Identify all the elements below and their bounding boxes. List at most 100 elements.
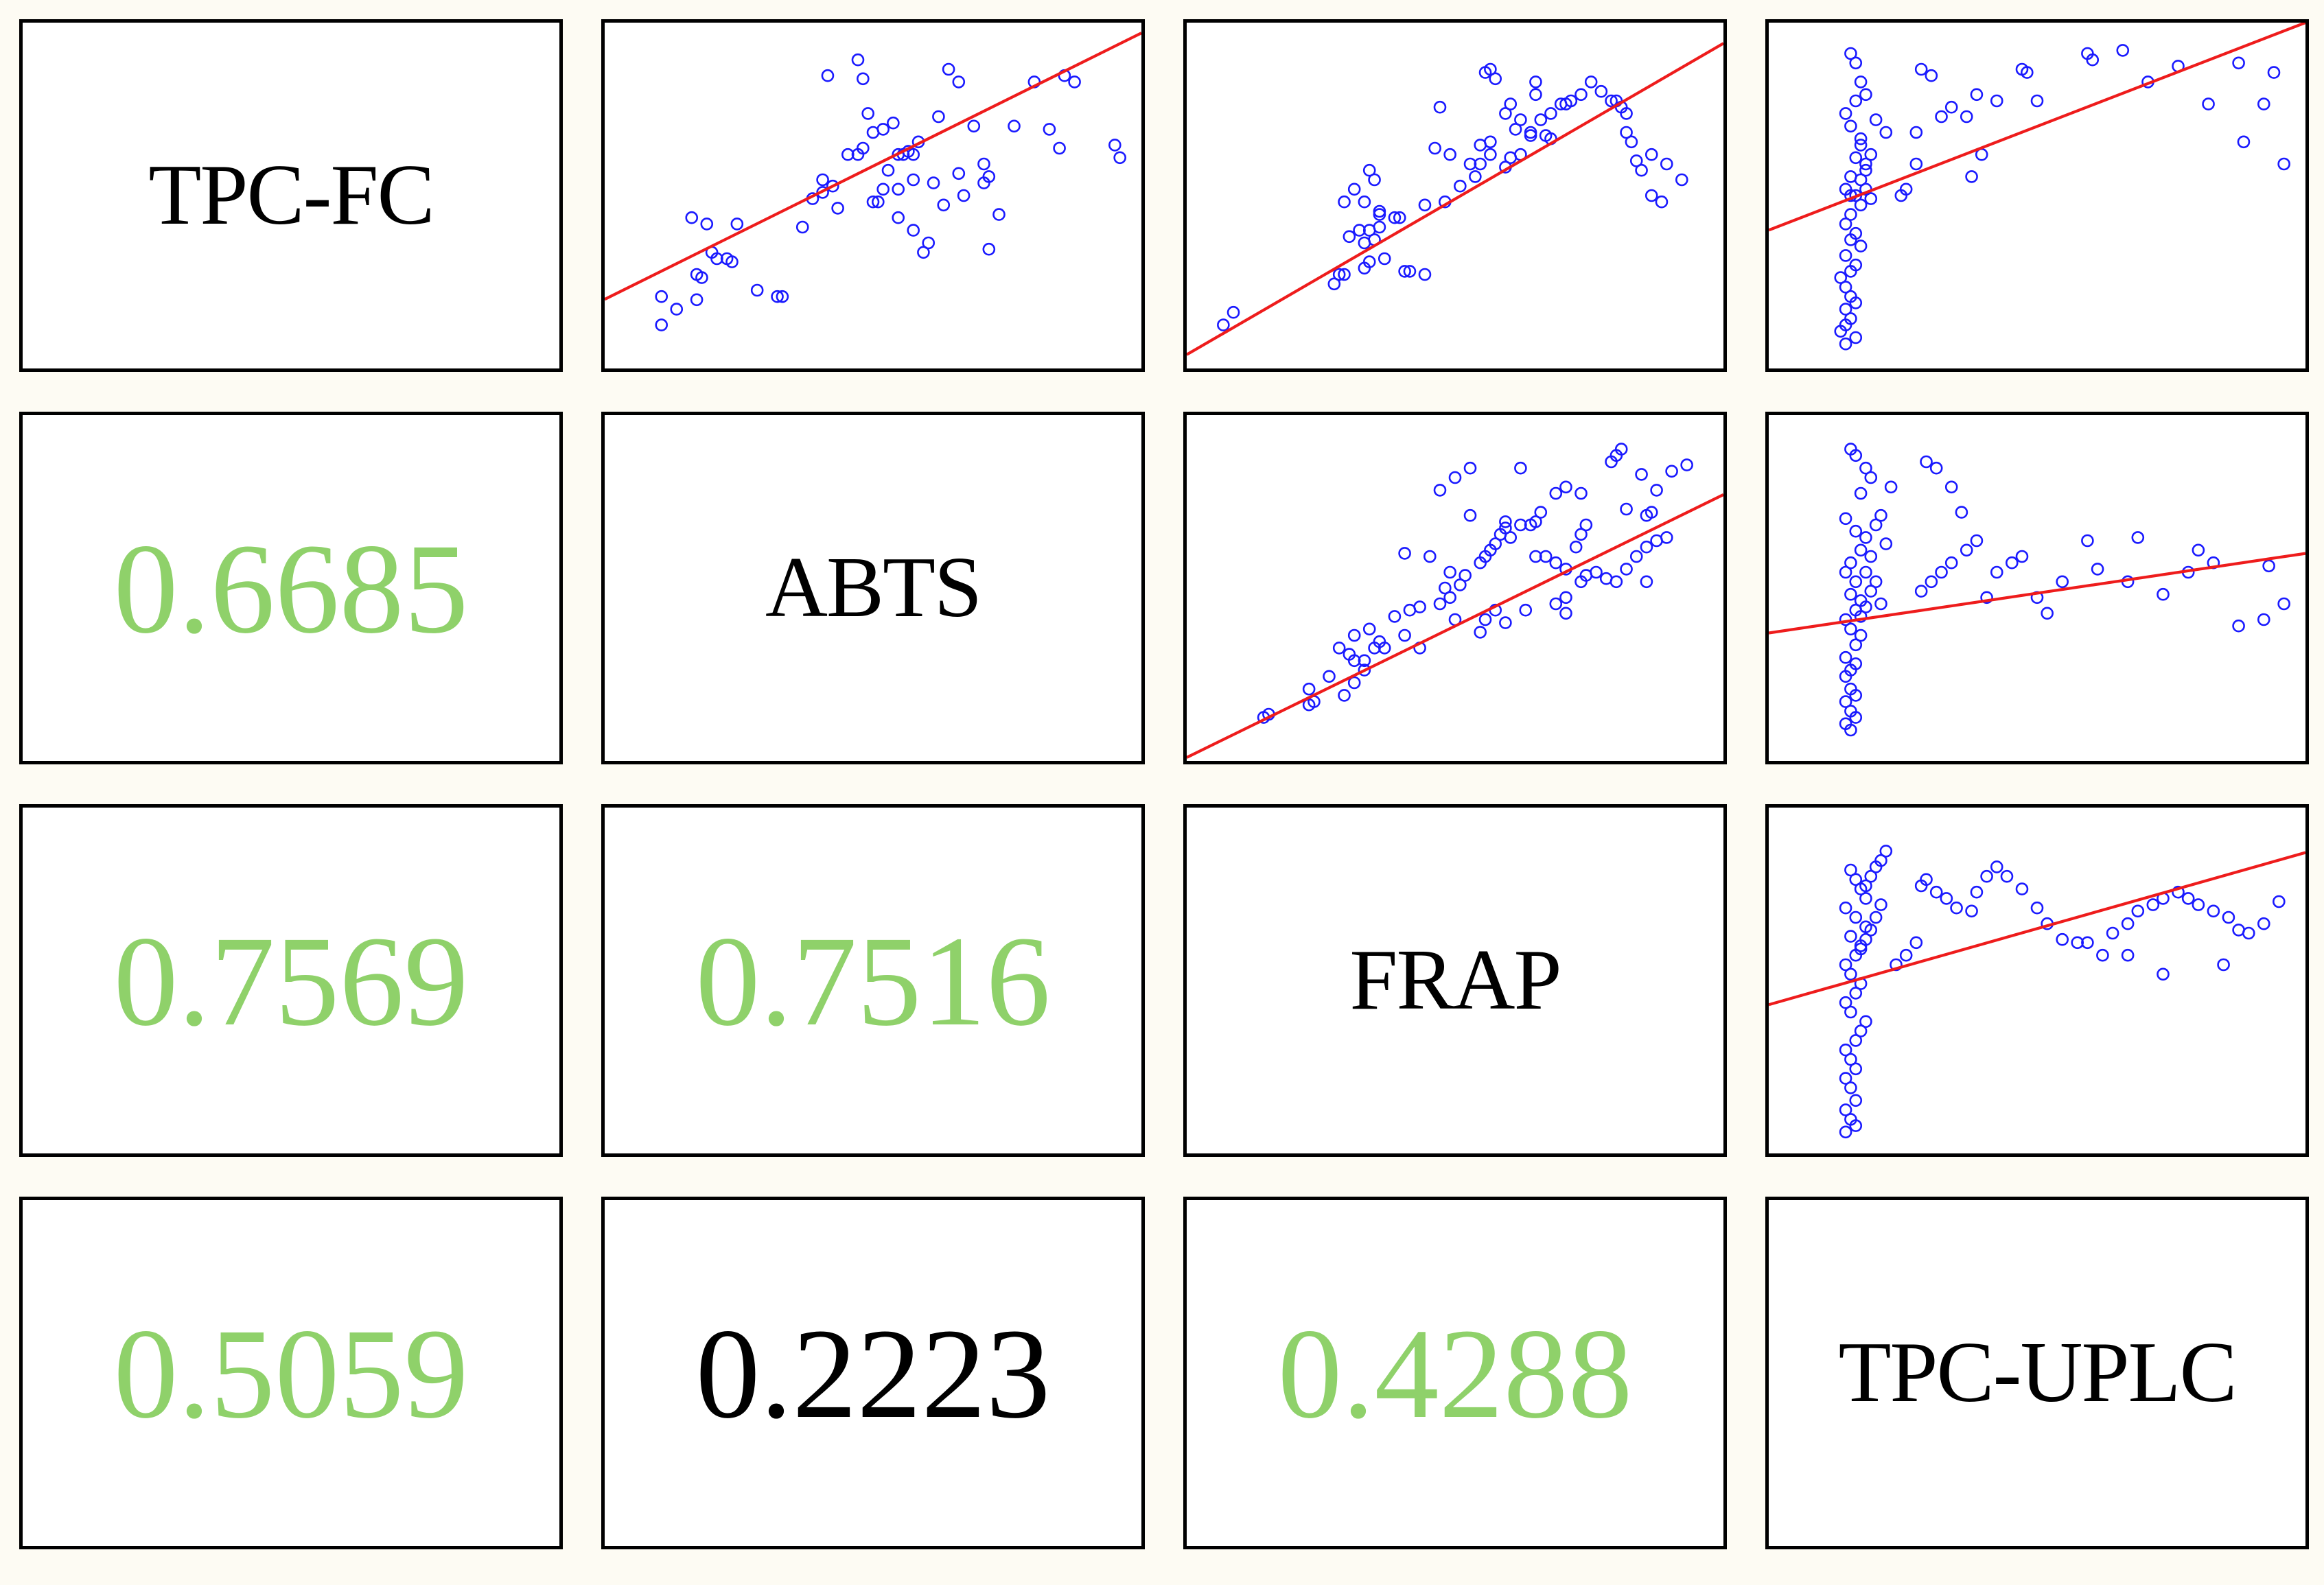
data-point	[1844, 723, 1857, 737]
data-point	[932, 110, 945, 124]
regression-line	[1187, 42, 1723, 356]
data-point	[952, 75, 966, 89]
data-point	[2081, 936, 2094, 950]
data-point	[1358, 195, 1371, 209]
scatter-svg	[605, 32, 1141, 331]
data-point	[1844, 622, 1857, 636]
data-point	[876, 123, 890, 136]
data-point	[1965, 170, 1978, 183]
data-point	[1844, 556, 1857, 570]
data-point	[1660, 531, 1673, 544]
data-point	[1844, 587, 1857, 601]
data-point	[1914, 62, 1928, 76]
data-point	[1549, 556, 1563, 570]
correlation-value: 0.2223	[695, 1301, 1051, 1445]
data-point	[1053, 141, 1066, 155]
data-point	[1504, 531, 1518, 544]
data-point	[1844, 930, 1857, 943]
data-point	[1899, 183, 1913, 196]
data-point	[2030, 901, 2044, 915]
data-point	[1343, 230, 1356, 244]
scatter-svg	[1187, 443, 1723, 759]
data-point	[1454, 578, 1467, 591]
data-point	[1874, 597, 1887, 611]
data-point	[1960, 110, 1973, 124]
data-point	[1368, 642, 1381, 655]
data-point	[982, 242, 996, 256]
data-point	[1970, 88, 1984, 102]
data-point	[1302, 682, 1316, 696]
data-point	[1484, 62, 1497, 76]
data-point	[1559, 607, 1572, 620]
data-point	[1635, 163, 1648, 177]
data-point	[1849, 987, 1863, 1000]
data-point	[1869, 911, 1883, 924]
data-point	[1899, 948, 1913, 962]
data-point	[1869, 518, 1883, 532]
data-point	[1849, 94, 1863, 108]
data-point	[1909, 126, 1923, 139]
data-point	[1849, 331, 1863, 344]
data-point	[1839, 670, 1852, 683]
data-point	[1332, 642, 1346, 655]
data-point	[1388, 211, 1402, 224]
data-point	[2021, 66, 2034, 79]
data-point	[1590, 565, 1603, 579]
data-point	[1909, 936, 1923, 950]
data-point	[1864, 869, 1878, 883]
data-point	[967, 119, 981, 133]
data-point	[1418, 198, 1432, 212]
data-point	[1358, 664, 1371, 677]
data-point	[1859, 879, 1872, 893]
data-point	[1854, 139, 1868, 152]
data-point	[1839, 695, 1852, 708]
data-point	[1839, 512, 1852, 526]
data-point	[1864, 471, 1878, 484]
data-point	[1620, 502, 1633, 516]
label-cell-frap: FRAP	[1183, 804, 1727, 1157]
data-point	[1859, 932, 1872, 946]
data-point	[2277, 597, 2290, 611]
data-point	[977, 176, 990, 189]
data-point	[881, 163, 895, 177]
data-point	[2172, 885, 2185, 899]
data-point	[2121, 948, 2135, 962]
data-point	[907, 224, 920, 237]
data-point	[1879, 845, 1893, 858]
corr-cell-tpc-uplc-abts: 0.2223	[601, 1197, 1145, 1549]
variable-label-tpc-uplc: TPC-UPLC	[1838, 1325, 2237, 1420]
data-point	[1398, 547, 1411, 560]
data-point	[1990, 565, 2003, 579]
data-point	[1879, 537, 1893, 550]
data-point	[1849, 638, 1863, 652]
data-point	[1849, 873, 1863, 887]
data-point	[2202, 97, 2215, 110]
data-point	[1514, 518, 1527, 532]
data-point	[1499, 107, 1512, 120]
corr-cell-frap-abts: 0.7516	[601, 804, 1145, 1157]
data-point	[1839, 1043, 1852, 1057]
data-point	[1665, 465, 1678, 478]
data-point	[1629, 550, 1643, 563]
data-point	[1844, 208, 1857, 221]
data-point	[1474, 157, 1487, 171]
correlation-value: 0.6685	[113, 516, 469, 660]
data-point	[1854, 610, 1868, 623]
data-point	[776, 290, 789, 303]
scatterplot-matrix: TPC-FC 0.6685 ABTS 0.7569 0.7516 FRAP 0.…	[19, 19, 2309, 1549]
data-point	[1559, 480, 1572, 494]
data-point	[1884, 480, 1898, 494]
data-point	[1463, 157, 1477, 171]
data-point	[1529, 515, 1542, 528]
data-point	[670, 303, 684, 316]
data-point	[1839, 996, 1852, 1009]
data-point	[851, 53, 865, 67]
scatter-plot-abts-vs-frap	[1183, 412, 1727, 764]
data-point	[1844, 863, 1857, 877]
label-cell-tpc-fc: TPC-FC	[19, 19, 563, 372]
data-point	[1859, 600, 1872, 613]
data-point	[1418, 268, 1432, 281]
data-point	[725, 255, 739, 268]
data-point	[1854, 75, 1868, 89]
data-point	[1839, 1125, 1852, 1139]
